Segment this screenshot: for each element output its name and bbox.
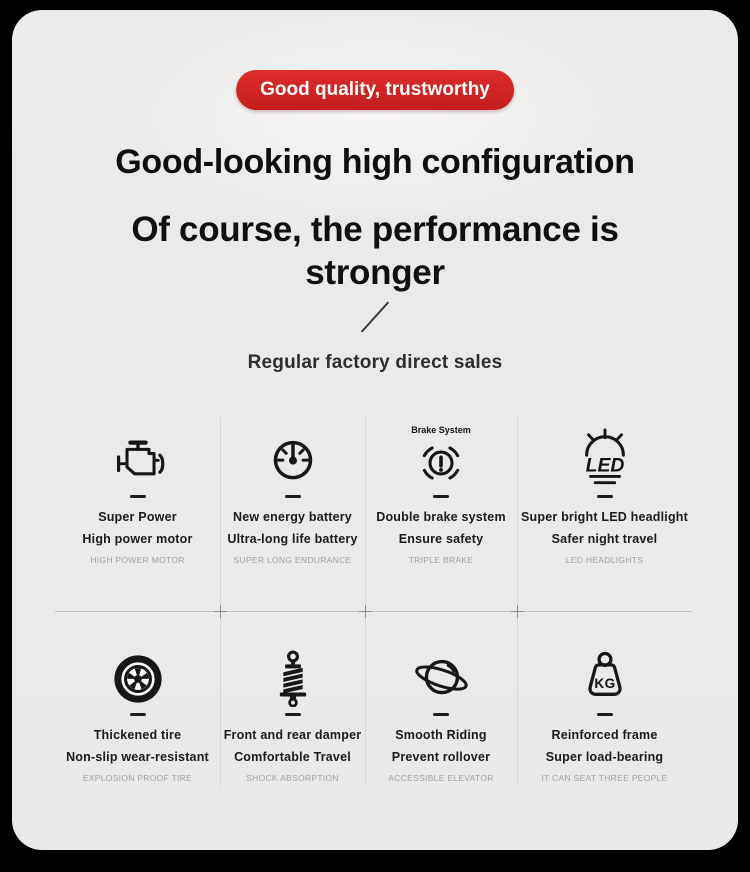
quality-badge-label: Good quality, trustworthy — [260, 79, 490, 100]
plus-mark-icon — [214, 605, 227, 618]
slash-divider — [360, 301, 390, 333]
feature-title: Smooth Riding — [395, 728, 487, 742]
feature-title: Front and rear damper — [223, 728, 362, 742]
feature-subtitle: Ultra-long life battery — [227, 532, 358, 546]
planet-icon — [415, 659, 468, 695]
feature-cell-brake: Brake System Double brake system Ensure … — [365, 415, 517, 611]
feature-caption: HIGH POWER MOTOR — [90, 555, 185, 565]
feature-cell-damper: Front and rear damper Comfortable Travel… — [220, 611, 365, 788]
icon-dash — [596, 713, 613, 716]
feature-caption: SUPER LONG ENDURANCE — [233, 555, 352, 565]
feature-icon-wrap: Brake System — [411, 425, 471, 489]
feature-icon-wrap — [111, 425, 165, 489]
kg-weight-icon: KG — [587, 651, 622, 696]
feature-icon-wrap — [110, 643, 166, 707]
shock-absorber-icon — [279, 650, 306, 707]
feature-title: New energy battery — [233, 510, 352, 524]
feature-cell-battery: New energy battery Ultra-long life batte… — [220, 415, 365, 611]
headline-secondary: Of course, the performance is stronger — [131, 210, 619, 292]
feature-caption: TRIPLE BRAKE — [408, 555, 474, 565]
feature-cell-frame: KG Reinforced frame Super load-bearing I… — [517, 611, 692, 788]
feature-caption: SHOCK ABSORPTION — [246, 773, 339, 783]
features-grid: Super Power High power motor HIGH POWER … — [55, 415, 692, 788]
feature-subtitle: Super load-bearing — [545, 750, 664, 764]
feature-icon-wrap — [410, 643, 472, 707]
grid-vertical-line — [365, 417, 366, 786]
feature-icon-wrap: KG — [576, 643, 634, 707]
feature-subtitle: Safer night travel — [551, 532, 658, 546]
led-icon-text: LED — [585, 455, 624, 477]
promo-card: Good quality, trustworthy Good-looking h… — [12, 10, 738, 850]
feature-cell-led: LED Super bright LED headlight Safer nig… — [517, 415, 692, 611]
grid-vertical-line — [220, 417, 221, 786]
brake-warning-icon — [422, 446, 460, 480]
feature-title: Thickened tire — [93, 728, 182, 742]
feature-cell-smooth-riding: Smooth Riding Prevent rollover ACCESSIBL… — [365, 611, 517, 788]
tire-icon — [113, 655, 162, 703]
feature-cell-super-power: Super Power High power motor HIGH POWER … — [55, 415, 220, 611]
icon-dash — [284, 713, 301, 716]
icon-dash — [433, 713, 449, 716]
feature-caption: EXPLOSION PROOF TIRE — [82, 773, 193, 783]
grid-horizontal-line — [55, 611, 692, 612]
feature-title: Reinforced frame — [551, 728, 658, 742]
plus-mark-icon — [359, 605, 372, 618]
feature-title: Super Power — [98, 510, 177, 524]
subtitle: Regular factory direct sales — [247, 352, 503, 373]
feature-subtitle: Ensure safety — [398, 532, 484, 546]
gauge-icon — [273, 440, 312, 480]
headline-primary: Good-looking high configuration — [115, 143, 635, 181]
led-headlight-icon: LED — [584, 428, 625, 485]
feature-cell-tire: Thickened tire Non-slip wear-resistant E… — [55, 611, 220, 788]
icon-dash — [433, 495, 449, 498]
grid-vertical-line — [517, 417, 518, 786]
plus-mark-icon — [511, 605, 524, 618]
brake-system-label: Brake System — [411, 425, 471, 435]
feature-subtitle: Prevent rollover — [391, 750, 491, 764]
feature-icon-wrap — [265, 425, 321, 489]
feature-caption: ACCESSIBLE ELEVATOR — [388, 773, 494, 783]
kg-icon-text: KG — [594, 676, 615, 691]
icon-dash — [596, 495, 613, 498]
feature-subtitle: Comfortable Travel — [234, 750, 351, 764]
icon-dash — [129, 495, 146, 498]
feature-caption: IT CAN SEAT THREE PEOPLE — [541, 773, 668, 783]
engine-icon — [116, 440, 164, 476]
feature-title: Super bright LED headlight — [520, 510, 688, 524]
feature-subtitle: High power motor — [82, 532, 193, 546]
feature-icon-wrap — [264, 643, 322, 707]
feature-caption: LED HEADLIGHTS — [565, 555, 644, 565]
feature-subtitle: Non-slip wear-resistant — [66, 750, 209, 764]
icon-dash — [284, 495, 301, 498]
feature-title: Double brake system — [376, 510, 506, 524]
icon-dash — [129, 713, 146, 716]
quality-badge: Good quality, trustworthy — [236, 70, 514, 110]
feature-icon-wrap: LED — [574, 425, 636, 489]
